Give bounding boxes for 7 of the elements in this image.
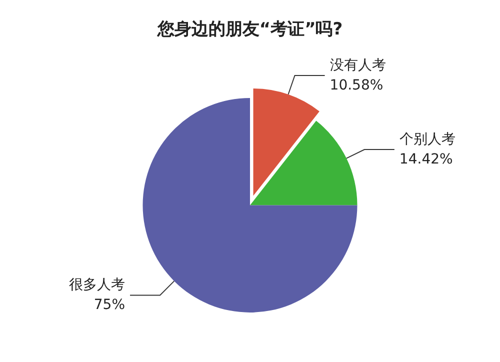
data-label: 75% xyxy=(94,297,126,314)
data-label: 10.58% xyxy=(330,77,384,94)
slice-label: 很多人考 xyxy=(69,277,126,294)
slice-label: 个别人考 xyxy=(399,132,456,148)
slice-label: 没有人考 xyxy=(330,57,386,74)
chart-title: 您身边的朋友“考证”吗? xyxy=(156,20,343,40)
data-label: 14.42% xyxy=(399,152,453,168)
